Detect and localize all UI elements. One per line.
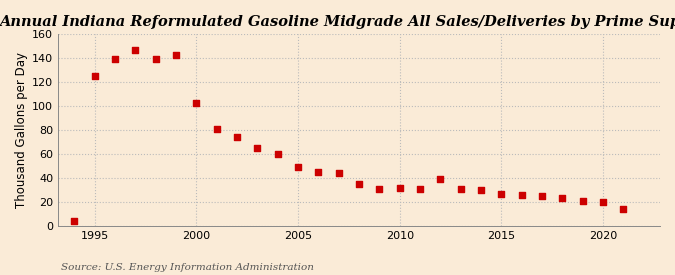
Point <box>252 146 263 150</box>
Point <box>109 57 120 62</box>
Point <box>354 182 364 186</box>
Point <box>456 186 466 191</box>
Point <box>89 74 100 78</box>
Text: Source: U.S. Energy Information Administration: Source: U.S. Energy Information Administ… <box>61 263 314 272</box>
Point <box>272 152 283 156</box>
Point <box>496 191 507 196</box>
Point <box>435 177 446 182</box>
Point <box>151 57 161 62</box>
Point <box>476 188 487 192</box>
Point <box>130 48 141 52</box>
Point <box>69 219 80 223</box>
Point <box>577 199 588 203</box>
Point <box>516 192 527 197</box>
Title: Annual Indiana Reformulated Gasoline Midgrade All Sales/Deliveries by Prime Supp: Annual Indiana Reformulated Gasoline Mid… <box>0 15 675 29</box>
Point <box>557 196 568 200</box>
Point <box>191 100 202 105</box>
Point <box>597 200 608 204</box>
Y-axis label: Thousand Gallons per Day: Thousand Gallons per Day <box>15 52 28 208</box>
Point <box>414 186 425 191</box>
Point <box>394 185 405 190</box>
Point <box>313 170 324 174</box>
Point <box>171 53 182 57</box>
Point <box>374 186 385 191</box>
Point <box>333 171 344 175</box>
Point <box>293 165 304 169</box>
Point <box>211 127 222 131</box>
Point <box>232 135 242 139</box>
Point <box>618 207 629 211</box>
Point <box>537 194 547 198</box>
